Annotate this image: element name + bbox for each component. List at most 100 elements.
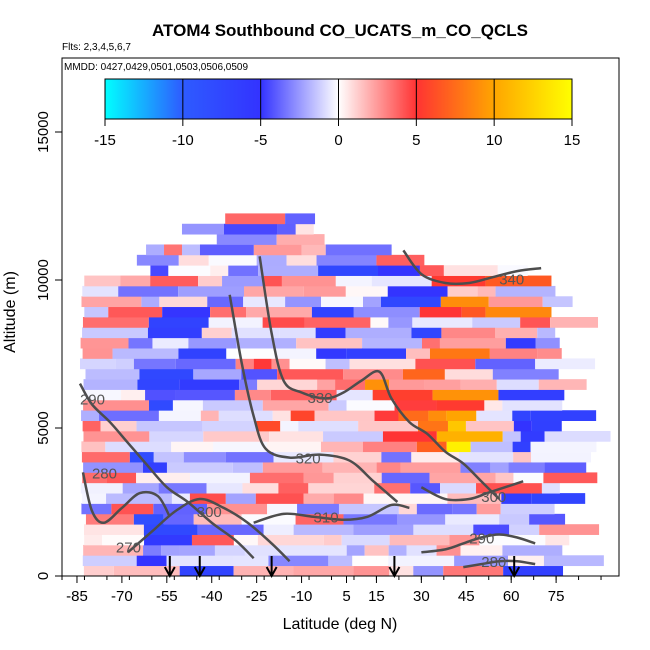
heatmap-cell bbox=[429, 472, 496, 484]
heatmap-cell bbox=[83, 430, 150, 442]
heatmap-cell bbox=[513, 451, 532, 463]
heatmap-cell bbox=[476, 410, 513, 421]
heatmap-cell bbox=[188, 337, 237, 349]
heatmap-cell bbox=[413, 524, 474, 535]
heatmap-cell bbox=[214, 544, 245, 556]
heatmap-cell bbox=[345, 285, 388, 297]
heatmap-cell bbox=[495, 472, 514, 484]
heatmap-cell bbox=[271, 358, 290, 370]
heatmap-cell bbox=[328, 555, 353, 567]
heatmap-cell bbox=[183, 451, 226, 463]
heatmap-cell bbox=[233, 534, 258, 546]
y-tick-label: 15000 bbox=[35, 111, 52, 153]
heatmap-cell bbox=[81, 410, 100, 421]
heatmap-cell bbox=[364, 544, 389, 556]
contour-label: 330 bbox=[308, 390, 333, 407]
colorbar-tick-label: 0 bbox=[334, 132, 342, 149]
heatmap-cell bbox=[241, 368, 278, 380]
heatmap-cell bbox=[335, 275, 372, 287]
heatmap-cell bbox=[531, 420, 562, 432]
heatmap-cell bbox=[500, 503, 555, 515]
heatmap-cell bbox=[318, 265, 379, 276]
heatmap-cell bbox=[315, 327, 346, 339]
heatmap-cell bbox=[263, 275, 282, 287]
heatmap-cell bbox=[411, 451, 460, 463]
heatmap-cell bbox=[362, 337, 422, 349]
heatmap-cell bbox=[542, 296, 573, 308]
heatmap-cell bbox=[112, 348, 179, 359]
heatmap-cell bbox=[83, 462, 144, 473]
heatmap-cell bbox=[244, 285, 304, 297]
heatmap-cell bbox=[382, 430, 437, 442]
colorbar-tick-label: -5 bbox=[254, 132, 267, 149]
heatmap-cell bbox=[376, 462, 401, 473]
heatmap-cell bbox=[262, 462, 323, 473]
heatmap-cell bbox=[509, 524, 540, 535]
heatmap-cell bbox=[84, 534, 103, 546]
heatmap-cell bbox=[508, 462, 545, 473]
heatmap-cell bbox=[301, 244, 326, 256]
contour-label: 300 bbox=[481, 489, 506, 506]
heatmap-cell bbox=[454, 555, 509, 567]
heatmap-cell bbox=[239, 379, 258, 390]
heatmap-cell bbox=[146, 244, 165, 256]
heatmap-cell bbox=[475, 358, 536, 370]
y-axis: 0 5000 10000 15000 bbox=[35, 111, 62, 580]
heatmap-cell bbox=[82, 327, 148, 339]
contour-label: 270 bbox=[116, 539, 141, 556]
heatmap-cell bbox=[398, 410, 429, 421]
heatmap-cell bbox=[208, 254, 257, 266]
x-tick-label: -25 bbox=[246, 588, 268, 605]
heatmap-cell bbox=[349, 358, 416, 370]
heatmap-cell bbox=[477, 285, 496, 297]
heatmap-cell bbox=[543, 555, 604, 567]
heatmap-cell bbox=[200, 410, 219, 421]
heatmap-cell bbox=[179, 379, 240, 390]
heatmap-cell bbox=[137, 379, 180, 390]
contour-label: 290 bbox=[80, 391, 105, 408]
heatmap-cell bbox=[411, 327, 442, 339]
heatmap-cell bbox=[512, 441, 531, 453]
heatmap-cell bbox=[81, 296, 142, 308]
heatmap-cell bbox=[476, 482, 542, 494]
heatmap-cell bbox=[82, 472, 107, 484]
heatmap-cell bbox=[537, 327, 556, 339]
heatmap-cell bbox=[495, 327, 538, 339]
heatmap-cell bbox=[402, 368, 445, 380]
heatmap-cell bbox=[476, 503, 501, 515]
heatmap-cell bbox=[387, 285, 448, 297]
heatmap-cell bbox=[314, 410, 375, 421]
contour-290 bbox=[421, 533, 536, 554]
x-tick-label: -85 bbox=[66, 588, 88, 605]
heatmap-cell bbox=[316, 348, 347, 359]
heatmap-cell bbox=[416, 441, 447, 453]
heatmap-cell bbox=[216, 234, 277, 245]
heatmap-cell bbox=[452, 503, 477, 515]
colorbar-tick-label: 10 bbox=[486, 132, 503, 149]
heatmap-cell bbox=[83, 524, 144, 535]
heatmap-cell bbox=[99, 410, 159, 421]
heatmap-cell bbox=[363, 493, 394, 504]
heatmap-cell bbox=[267, 503, 298, 515]
heatmap-cell bbox=[333, 451, 382, 463]
heatmap-cell bbox=[82, 493, 107, 504]
heatmap-cell bbox=[297, 503, 339, 515]
heatmap-cell bbox=[443, 265, 498, 276]
heatmap-cell bbox=[419, 265, 444, 276]
heatmap-cell bbox=[106, 472, 137, 484]
heatmap-cell bbox=[443, 565, 504, 576]
heatmap-cell bbox=[346, 544, 365, 556]
heatmap-cell bbox=[190, 472, 250, 484]
heatmap-cell bbox=[143, 462, 167, 473]
heatmap-cell bbox=[419, 306, 462, 318]
contour-label: 320 bbox=[296, 451, 321, 468]
heatmap-cell bbox=[398, 503, 417, 515]
contour-label: 300 bbox=[197, 504, 222, 521]
x-axis: -85 -70 -55 -40 -25 -10 5 15 30 45 60 75 bbox=[61, 576, 602, 605]
heatmap-cell bbox=[406, 544, 437, 556]
heatmap-cell bbox=[293, 565, 354, 576]
heatmap-cell bbox=[544, 430, 611, 442]
heatmap-cell bbox=[550, 317, 599, 328]
heatmap-cell bbox=[317, 379, 336, 390]
heatmap-cell bbox=[201, 327, 232, 339]
